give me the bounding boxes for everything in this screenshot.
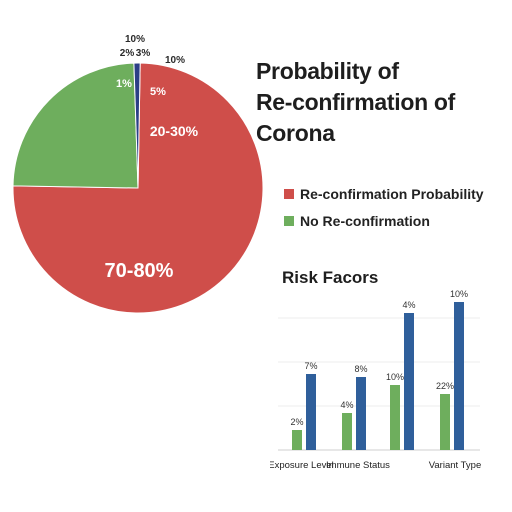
bar-value-label: 7% (304, 361, 317, 371)
bar-blue (356, 377, 366, 450)
bar-blue (404, 313, 414, 450)
pie-annotation-green-inner: 5% (150, 86, 166, 98)
bar-blue (306, 374, 316, 450)
pie-annotation-left: 2% (120, 48, 135, 59)
bar-chart: 2% 4% 10% 22% 7% 8% 4% 10% Exposure LevelImmune … (270, 289, 481, 471)
pie-annotation-top: 10% (125, 34, 145, 45)
bar-value-label: 2% (290, 417, 303, 427)
bar-value-label: 4% (340, 400, 353, 410)
pie-label-green: 20-30% (150, 123, 199, 139)
bar-green (390, 385, 400, 450)
bar-blue (454, 302, 464, 450)
pie-annotation-red-inner: 1% (116, 78, 132, 90)
bar-value-label: 22% (436, 381, 454, 391)
bar-category-label: Immune Status (326, 460, 390, 471)
bar-chart-title: Risk Facors (282, 268, 379, 287)
pie-slice-navy (133, 62, 141, 189)
legend-item-reconfirmation: Re-confirmation Probability (284, 180, 484, 207)
pie-annotation-green-outer: 10% (165, 55, 185, 66)
chart-title-line2: Re-confirmation of Corona (256, 89, 456, 146)
bar-green (342, 413, 352, 450)
pie-annotation-right: 3% (136, 48, 151, 59)
chart-title-line1: Probability of (256, 58, 399, 84)
bar-value-label: 10% (450, 289, 468, 299)
pie-label-red: 70-80% (105, 260, 174, 282)
bar-category-label: Variant Type (429, 460, 481, 471)
legend-label-reconfirmation: Re-confirmation Probability (300, 185, 484, 202)
bar-category-label: Exposure Level (270, 460, 334, 471)
bar-value-label: 4% (402, 300, 415, 310)
legend-swatch-green (284, 215, 294, 226)
bar-green (440, 394, 450, 450)
bar-green (292, 430, 302, 450)
pie-legend: Re-confirmation Probability No Re-confir… (284, 180, 484, 234)
legend-item-no-reconfirmation: No Re-confirmation (284, 207, 484, 234)
chart-title: Probability of Re-confirmation of Corona (256, 56, 506, 149)
legend-swatch-red (284, 188, 294, 199)
legend-label-no-reconfirmation: No Re-confirmation (300, 212, 430, 229)
bar-value-label: 8% (354, 364, 367, 374)
bar-value-label: 10% (386, 372, 404, 382)
pie-slice-green (12, 62, 139, 189)
